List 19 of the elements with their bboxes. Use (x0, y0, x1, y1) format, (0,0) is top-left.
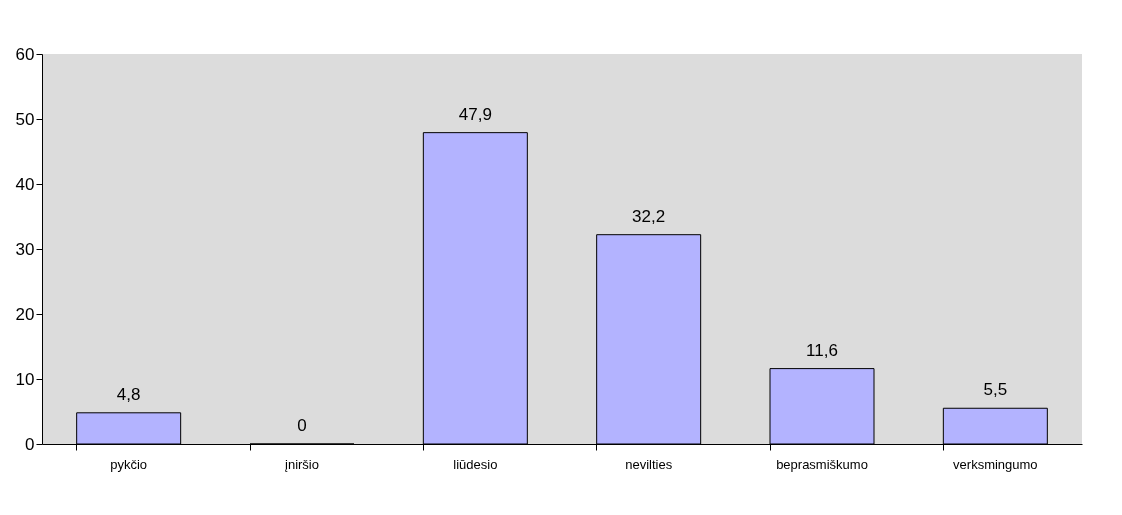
x-tick-label: liūdesio (453, 456, 498, 472)
y-tick-label: 0 (25, 434, 35, 454)
data-label: 4,8 (116, 384, 141, 404)
y-tick-label: 20 (15, 304, 35, 324)
x-tick-label: įniršio (285, 456, 319, 472)
data-label: 11,6 (806, 340, 838, 360)
y-tick-label: 10 (15, 369, 35, 389)
data-label: 32,2 (632, 206, 666, 226)
y-tick-label: 30 (15, 239, 35, 259)
x-tick-label: pykčio (110, 456, 148, 472)
x-tick-label: beprasmiškumo (776, 456, 868, 472)
y-tick-label: 50 (15, 109, 35, 129)
y-tick-label: 40 (15, 174, 35, 194)
data-label: 0 (297, 416, 307, 435)
y-tick-label: 60 (15, 44, 35, 64)
x-tick-label: verksmingumo (953, 456, 1038, 472)
data-label: 5,5 (983, 380, 1008, 400)
data-label: 47,9 (458, 104, 492, 124)
x-tick-label: nevilties (625, 456, 673, 472)
